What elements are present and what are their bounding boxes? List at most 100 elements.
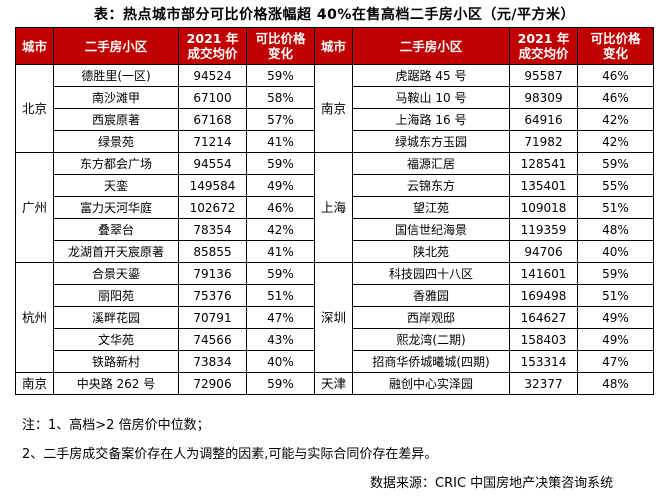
change-cell: 49% [246,174,315,197]
community-cell: 天銮 [53,174,179,197]
table-row: 广州 东方都会广场 94554 59% 上海 福源汇居 128541 59% [15,152,654,263]
community-cell: 科技园四十八区 [352,262,510,285]
price-cell: 158403 [509,328,578,351]
price-cell: 74566 [178,328,247,351]
community-cell: 西宸原著 [53,108,179,131]
header-city-left: 城市 [15,27,54,65]
price-cell: 128541 [509,152,578,175]
community-cell: 熙龙湾(二期) [352,328,510,351]
table-row: 北京 德胜里(一区) 94524 59% 南京 虎踞路 45 号 95587 4… [15,64,654,153]
data-source: 数据来源：CRIC 中国房地产决策咨询系统 [370,476,614,491]
community-cell: 望江苑 [352,196,510,219]
change-cell: 40% [246,350,315,373]
community-cell: 丽阳苑 [53,284,179,307]
header-price-left: 2021 年成交均价 [178,27,247,65]
city-cell: 北京 [15,64,54,153]
header-community-right: 二手房小区 [352,27,510,65]
price-cell: 79136 [178,262,247,285]
change-cell: 57% [246,108,315,131]
change-cell: 59% [246,262,315,285]
community-cell: 绿城东方玉园 [352,130,510,153]
price-cell: 72906 [178,372,247,395]
community-cell: 绿景苑 [53,130,179,153]
change-cell: 46% [577,86,654,109]
price-cell: 73834 [178,350,247,373]
community-cell: 陕北苑 [352,240,510,263]
table-row: 南沙滩甲 67100 58% 马鞍山 10 号 98309 46% [16,86,654,109]
price-cell: 94554 [178,152,247,175]
price-cell: 71982 [509,130,578,153]
community-cell: 龙湖首开天宸原著 [53,240,179,263]
change-cell: 40% [577,240,654,263]
change-cell: 59% [246,372,315,395]
city-cell: 天津 [314,372,353,395]
change-cell: 46% [246,196,315,219]
price-cell: 169498 [509,284,578,307]
price-cell: 75376 [178,284,247,307]
table-row: 杭州 合景天鎏 79136 59% 深圳 科技园四十八区 141601 59% [15,262,654,373]
community-cell: 招商华侨城曦城(四期) [352,350,510,373]
community-cell: 国信世纪海景 [352,218,510,241]
community-cell: 南沙滩甲 [53,86,179,109]
change-cell: 59% [577,152,654,175]
price-cell: 70791 [178,306,247,329]
community-cell: 上海路 16 号 [352,108,510,131]
price-cell: 67168 [178,108,247,131]
city-cell: 南京 [314,64,353,153]
price-cell: 85855 [178,240,247,263]
table-row: 富力天河华庭 102672 46% 望江苑 109018 51% [16,196,654,219]
price-cell: 119359 [509,218,578,241]
community-cell: 西岸观邸 [352,306,510,329]
table-row: 文华苑 74566 43% 熙龙湾(二期) 158403 49% [16,328,654,351]
community-cell: 叠翠台 [53,218,179,241]
community-cell: 中央路 262 号 [53,372,179,395]
price-cell: 149584 [178,174,247,197]
change-cell: 48% [577,218,654,241]
price-cell: 94524 [178,64,247,87]
price-cell: 67100 [178,86,247,109]
community-cell: 溪畔花园 [53,306,179,329]
change-cell: 48% [577,372,654,395]
city-cell: 杭州 [15,262,54,373]
table-body: 北京 德胜里(一区) 94524 59% 南京 虎踞路 45 号 95587 4… [15,64,654,395]
table-row: 溪畔花园 70791 47% 西岸观邸 164627 49% [16,306,654,329]
price-cell: 95587 [509,64,578,87]
change-cell: 51% [577,196,654,219]
header-city-right: 城市 [314,27,353,65]
note-1: 注：1、高档>2 倍房价中位数； [22,418,210,433]
table-title: 表：热点城市部分可比价格涨幅超 40%在售高档二手房小区（元/平方米） [94,7,575,23]
price-cell: 94706 [509,240,578,263]
table-row: 绿景苑 71214 41% 绿城东方玉园 71982 42% [16,130,654,153]
price-cell: 164627 [509,306,578,329]
header-community-left: 二手房小区 [53,27,179,65]
community-cell: 福源汇居 [352,152,510,175]
city-cell: 广州 [15,152,54,263]
price-cell: 141601 [509,262,578,285]
note-2: 2、二手房成交备案价存在人为调整的因素,可能与实际合同价存在差异。 [22,447,438,462]
price-cell: 98309 [509,86,578,109]
header-price-right: 2021 年成交均价 [509,27,578,65]
change-cell: 59% [246,152,315,175]
table-row: 天銮 149584 49% 云锦东方 135401 55% [16,174,654,197]
community-cell: 融创中心实泽园 [352,372,510,395]
price-cell: 32377 [509,372,578,395]
community-cell: 富力天河华庭 [53,196,179,219]
change-cell: 47% [246,306,315,329]
city-cell: 深圳 [314,262,353,373]
community-cell: 马鞍山 10 号 [352,86,510,109]
change-cell: 59% [577,262,654,285]
community-cell: 东方都会广场 [53,152,179,175]
change-cell: 51% [577,284,654,307]
change-cell: 41% [246,130,315,153]
community-cell: 铁路新村 [53,350,179,373]
price-cell: 71214 [178,130,247,153]
change-cell: 43% [246,328,315,351]
change-cell: 59% [246,64,315,87]
change-cell: 41% [246,240,315,263]
community-cell: 德胜里(一区) [53,64,179,87]
table-row: 南京 中央路 262 号 72906 59% 天津 融创中心实泽园 32377 … [15,372,654,395]
change-cell: 46% [577,64,654,87]
community-cell: 云锦东方 [352,174,510,197]
change-cell: 49% [577,328,654,351]
change-cell: 42% [577,130,654,153]
